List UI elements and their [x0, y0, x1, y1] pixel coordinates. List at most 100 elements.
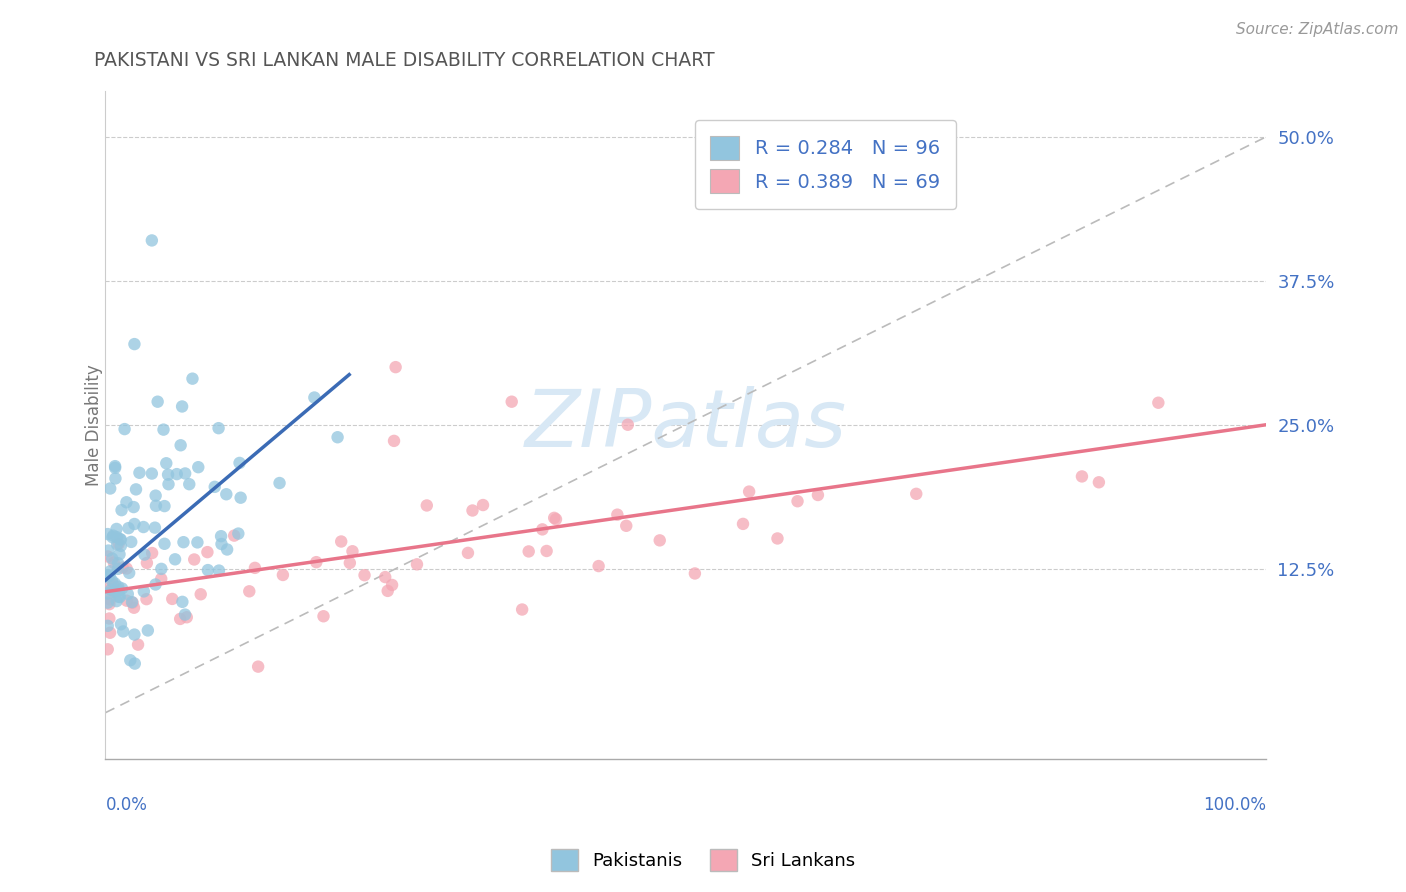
Point — [165, 552, 187, 566]
Point — [215, 487, 238, 501]
Point — [124, 627, 146, 641]
Point — [247, 659, 270, 673]
Point — [228, 456, 250, 470]
Point — [169, 612, 191, 626]
Point — [132, 584, 155, 599]
Point — [97, 619, 120, 633]
Point — [145, 489, 167, 503]
Point — [269, 476, 291, 491]
Point — [118, 566, 141, 580]
Point — [101, 574, 124, 588]
Point — [1088, 475, 1111, 490]
Point — [204, 480, 226, 494]
Point — [121, 595, 143, 609]
Point — [152, 423, 174, 437]
Point — [107, 590, 129, 604]
Point — [105, 594, 128, 608]
Point — [381, 578, 404, 592]
Point — [416, 499, 439, 513]
Point — [305, 555, 328, 569]
Point — [172, 400, 194, 414]
Point — [145, 577, 167, 591]
Point — [107, 556, 129, 570]
Point — [121, 596, 143, 610]
Point — [135, 556, 157, 570]
Point — [117, 587, 139, 601]
Point — [141, 234, 163, 248]
Point — [104, 460, 127, 475]
Point — [117, 521, 139, 535]
Point — [97, 596, 120, 610]
Point — [107, 580, 129, 594]
Point — [128, 466, 150, 480]
Point — [606, 508, 628, 522]
Point — [174, 467, 197, 481]
Text: PAKISTANI VS SRI LANKAN MALE DISABILITY CORRELATION CHART: PAKISTANI VS SRI LANKAN MALE DISABILITY … — [94, 51, 714, 70]
Point — [342, 544, 364, 558]
Point — [111, 560, 134, 574]
Point — [457, 546, 479, 560]
Point — [122, 600, 145, 615]
Point — [786, 494, 808, 508]
Point — [501, 394, 523, 409]
Point — [104, 459, 127, 474]
Point — [97, 586, 120, 600]
Point — [683, 566, 706, 581]
Text: 100.0%: 100.0% — [1204, 796, 1267, 814]
Point — [304, 391, 326, 405]
Point — [588, 559, 610, 574]
Point — [103, 528, 125, 542]
Point — [197, 563, 219, 577]
Point — [111, 582, 134, 596]
Point — [110, 617, 132, 632]
Point — [166, 467, 188, 482]
Point — [228, 526, 250, 541]
Point — [472, 498, 495, 512]
Point — [157, 477, 180, 491]
Point — [384, 360, 406, 375]
Point — [98, 592, 121, 607]
Point — [531, 522, 554, 536]
Point — [153, 537, 176, 551]
Point — [108, 532, 131, 546]
Point — [110, 539, 132, 553]
Point — [104, 576, 127, 591]
Text: 0.0%: 0.0% — [105, 796, 148, 814]
Point — [150, 562, 173, 576]
Text: Source: ZipAtlas.com: Source: ZipAtlas.com — [1236, 22, 1399, 37]
Point — [124, 337, 146, 351]
Point — [271, 568, 294, 582]
Point — [120, 653, 142, 667]
Legend: R = 0.284   N = 96, R = 0.389   N = 69: R = 0.284 N = 96, R = 0.389 N = 69 — [695, 120, 956, 209]
Point — [183, 552, 205, 566]
Point — [100, 582, 122, 597]
Point — [134, 548, 156, 562]
Point — [186, 535, 208, 549]
Point — [120, 535, 142, 549]
Point — [125, 483, 148, 497]
Point — [105, 522, 128, 536]
Point — [536, 544, 558, 558]
Point — [169, 438, 191, 452]
Point — [738, 484, 761, 499]
Point — [127, 638, 149, 652]
Point — [141, 467, 163, 481]
Point — [100, 564, 122, 578]
Legend: Pakistanis, Sri Lankans: Pakistanis, Sri Lankans — [544, 842, 862, 879]
Point — [132, 520, 155, 534]
Point — [905, 487, 928, 501]
Point — [114, 422, 136, 436]
Point — [153, 499, 176, 513]
Point — [172, 595, 194, 609]
Point — [110, 503, 132, 517]
Point — [544, 512, 567, 526]
Point — [197, 545, 219, 559]
Point — [98, 625, 121, 640]
Point — [108, 583, 131, 598]
Point — [312, 609, 335, 624]
Point — [766, 532, 789, 546]
Point — [124, 657, 146, 671]
Point — [155, 456, 177, 470]
Point — [110, 533, 132, 547]
Point — [162, 591, 184, 606]
